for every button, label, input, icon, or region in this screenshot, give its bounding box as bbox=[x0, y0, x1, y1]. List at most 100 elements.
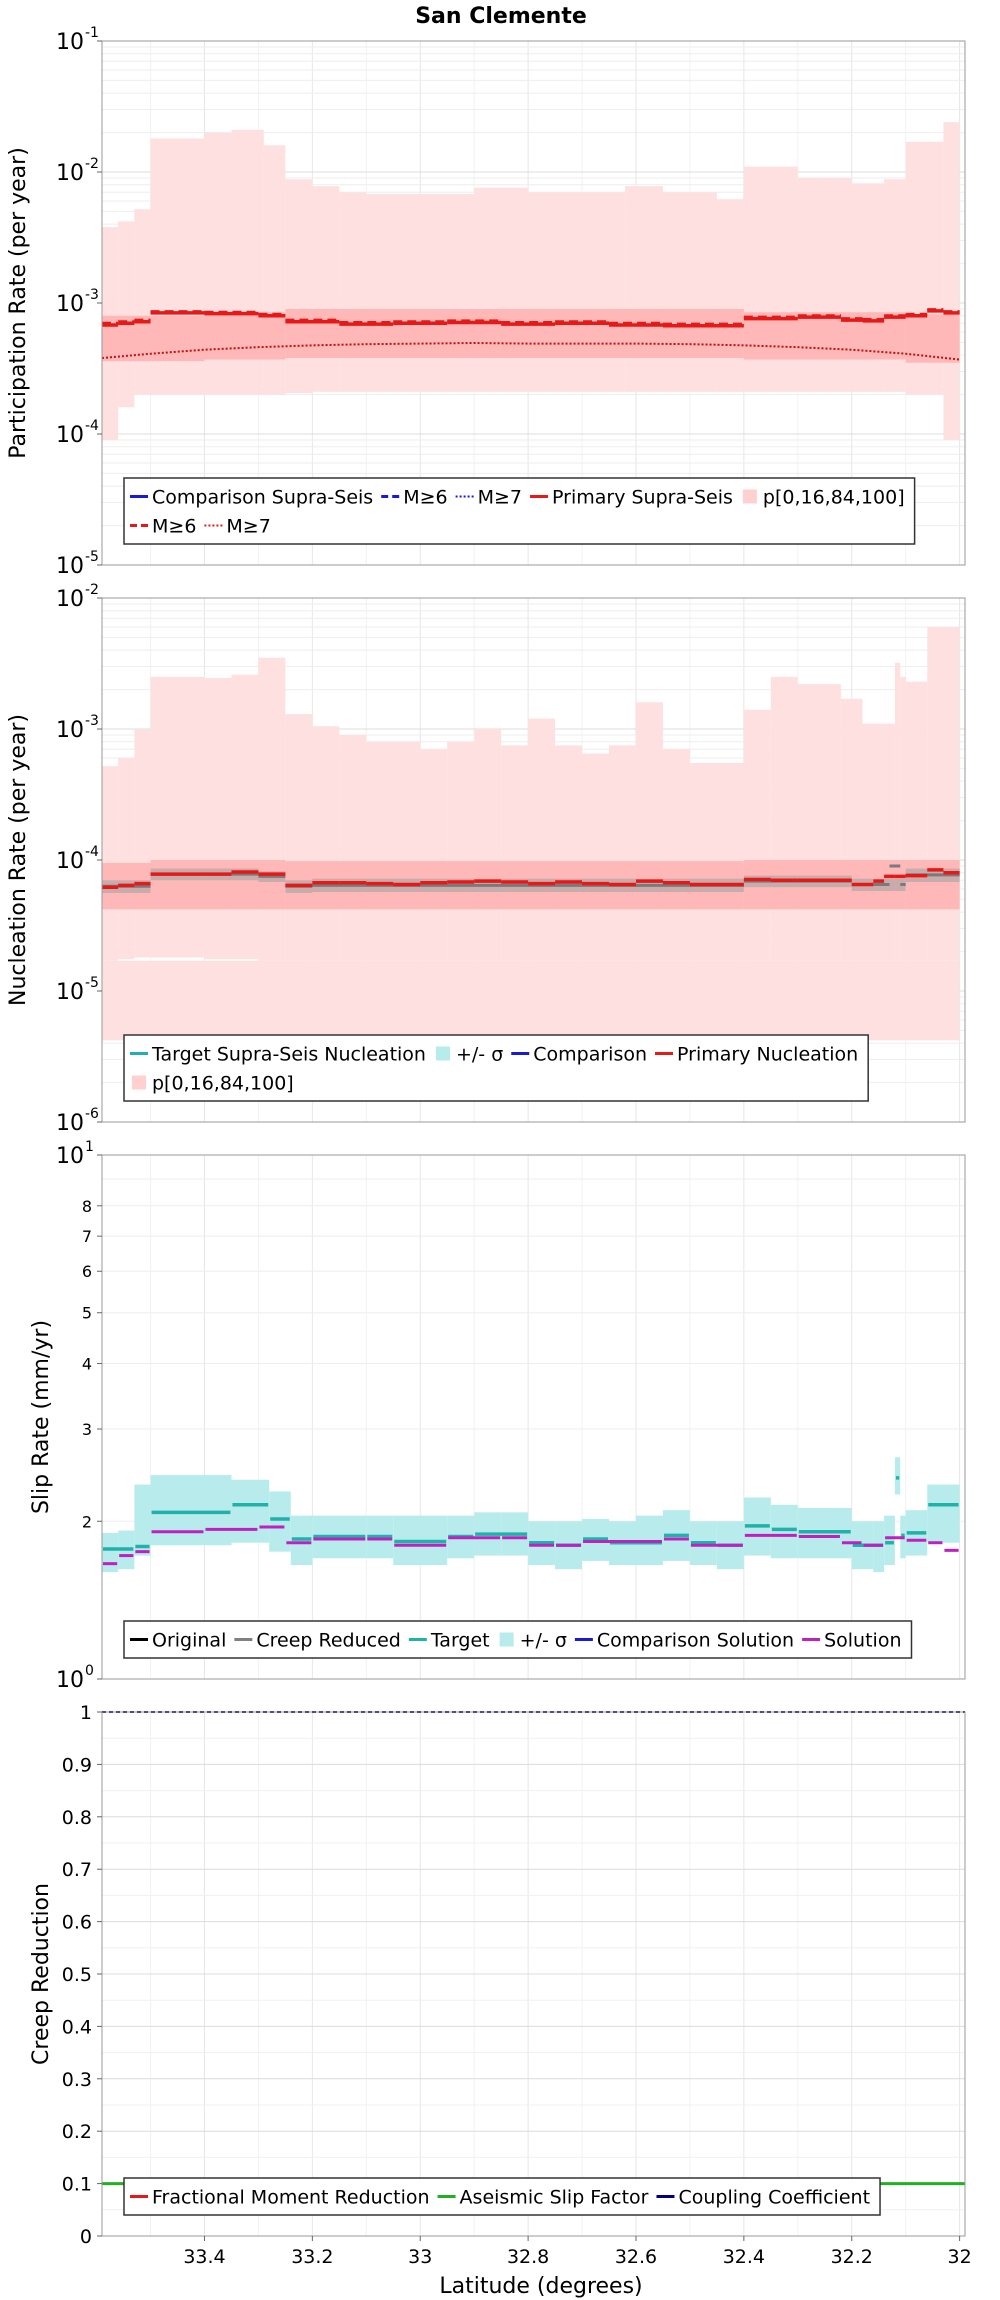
y-tick-label: 0.9 bbox=[62, 1754, 92, 1776]
band-outer bbox=[285, 179, 313, 394]
y-tick-label: 2 bbox=[82, 1512, 92, 1531]
y-axis-label: Nucleation Rate (per year) bbox=[6, 714, 31, 1006]
band-outer bbox=[528, 718, 556, 961]
panel-creep: 0 0.1 0.2 0.3 0.4 0.5 0.6 0.7 0.8 0.9 1 Creep Reduc… bbox=[29, 1702, 972, 2268]
chart-title: San Clemente bbox=[415, 4, 587, 29]
target-sigma-band bbox=[102, 1532, 119, 1573]
band-outer bbox=[625, 186, 663, 392]
y-tick-base: 10 bbox=[56, 587, 84, 612]
legend: Fractional Moment Reduction Aseismic Slip… bbox=[123, 2177, 881, 2216]
y-tick-exponent: -1 bbox=[85, 25, 99, 41]
y-tick: 10 -3 bbox=[56, 713, 102, 743]
legend-swatch bbox=[742, 489, 757, 504]
y-tick-exponent: 1 bbox=[85, 1139, 94, 1155]
x-tick-label: 32 bbox=[948, 2246, 972, 2268]
legend-label: Target bbox=[430, 1630, 490, 1652]
legend-item: Target bbox=[408, 1630, 490, 1652]
data-layer bbox=[102, 627, 960, 1041]
legend-item: Primary Supra-Seis bbox=[530, 487, 733, 509]
legend-label: p[0,16,84,100] bbox=[763, 487, 905, 509]
band-outer bbox=[770, 676, 798, 961]
legend-label: Comparison bbox=[533, 1044, 647, 1066]
band-outer bbox=[474, 729, 502, 961]
legend-box bbox=[123, 2177, 881, 2216]
band-outer bbox=[743, 709, 771, 961]
grid bbox=[102, 1155, 965, 1680]
y-tick: 0.8 bbox=[62, 1807, 102, 1829]
y-tick-base: 10 bbox=[56, 30, 84, 55]
y-tick-label: 0 bbox=[80, 2226, 92, 2248]
y-tick-base: 10 bbox=[56, 423, 84, 448]
legend-item: Target Supra-Seis Nucleation bbox=[130, 1044, 426, 1066]
legend-item: M≥6 bbox=[130, 516, 196, 538]
y-tick: 3 bbox=[82, 1420, 102, 1439]
x-tick: 32.6 bbox=[615, 2236, 657, 2268]
data-layer bbox=[102, 1457, 960, 1573]
band-outer bbox=[884, 723, 895, 961]
band-outer bbox=[884, 179, 906, 392]
legend-item: Comparison bbox=[511, 1044, 647, 1066]
y-tick: 0.6 bbox=[62, 1912, 102, 1934]
band-outer bbox=[797, 684, 841, 961]
band-outer bbox=[582, 753, 610, 961]
y-tick: 5 bbox=[82, 1304, 102, 1323]
y-tick: 10 -6 bbox=[56, 1106, 102, 1136]
legend-item: Aseismic Slip Factor bbox=[437, 2187, 649, 2209]
y-tick: 10 -4 bbox=[56, 844, 102, 874]
y-tick: 10 -1 bbox=[56, 25, 102, 55]
legend-label: p[0,16,84,100] bbox=[152, 1073, 294, 1095]
y-tick: 4 bbox=[82, 1355, 102, 1374]
band-outer bbox=[851, 183, 885, 392]
y-tick-label: 4 bbox=[82, 1355, 92, 1374]
y-tick-base: 10 bbox=[56, 849, 84, 874]
y-tick: 10 -2 bbox=[56, 582, 102, 612]
y-tick: 0.3 bbox=[62, 2069, 102, 2091]
y-tick: 10 0 bbox=[56, 1663, 102, 1693]
legend-swatch bbox=[499, 1632, 514, 1647]
y-tick-label: 0.4 bbox=[62, 2016, 92, 2038]
y-ticks: 10-510-410-310-210-1 bbox=[56, 25, 102, 579]
y-tick: 10 -3 bbox=[56, 287, 102, 317]
legend-label: Fractional Moment Reduction bbox=[152, 2187, 430, 2209]
band-outer bbox=[900, 676, 906, 961]
legend-swatch bbox=[435, 1046, 450, 1061]
legend-label: Creep Reduced bbox=[256, 1630, 400, 1652]
legend-item: +/- σ bbox=[499, 1630, 567, 1652]
x-tick-label: 32.8 bbox=[507, 2246, 549, 2268]
legend-item: p[0,16,84,100] bbox=[132, 1073, 294, 1095]
legend: Comparison Supra-Seis M≥6 M≥7 Primary Supra… bbox=[123, 477, 916, 545]
band-outer bbox=[635, 702, 663, 961]
x-axis-label: Latitude (degrees) bbox=[439, 2274, 642, 2299]
x-tick: 32.4 bbox=[723, 2236, 765, 2268]
legend-label: +/- σ bbox=[456, 1044, 503, 1066]
y-tick-label: 0.7 bbox=[62, 1859, 92, 1881]
legend: Target Supra-Seis Nucleation +/- σ Compari… bbox=[123, 1034, 869, 1102]
y-tick-label: 3 bbox=[82, 1420, 92, 1439]
band-outer bbox=[258, 657, 286, 961]
legend-item: Primary Nucleation bbox=[655, 1044, 858, 1066]
y-ticks: 0 0.1 0.2 0.3 0.4 0.5 0.6 0.7 0.8 0.9 1 bbox=[62, 1702, 102, 2248]
band-outer bbox=[662, 749, 690, 961]
x-tick: 33 bbox=[408, 2236, 432, 2268]
band-outer bbox=[118, 221, 135, 408]
band-outer bbox=[134, 209, 151, 395]
band-outer bbox=[231, 674, 259, 960]
y-tick-label: 6 bbox=[82, 1262, 92, 1281]
band-outer bbox=[447, 741, 475, 961]
y-tick-base: 10 bbox=[56, 161, 84, 186]
band-outer bbox=[609, 745, 636, 961]
band-outer bbox=[118, 758, 135, 960]
x-tick-label: 33.2 bbox=[291, 2246, 333, 2268]
legend-swatch bbox=[132, 1075, 146, 1090]
x-tick: 33.4 bbox=[183, 2236, 226, 2268]
x-tick-label: 33 bbox=[408, 2246, 432, 2268]
y-tick-exponent: -4 bbox=[85, 418, 99, 434]
band-outer bbox=[204, 678, 232, 960]
y-tick: 0.2 bbox=[62, 2121, 102, 2143]
legend-item: Comparison Supra-Seis bbox=[130, 487, 373, 509]
y-tick: 0.1 bbox=[62, 2174, 102, 2196]
y-tick-exponent: -3 bbox=[85, 713, 99, 729]
